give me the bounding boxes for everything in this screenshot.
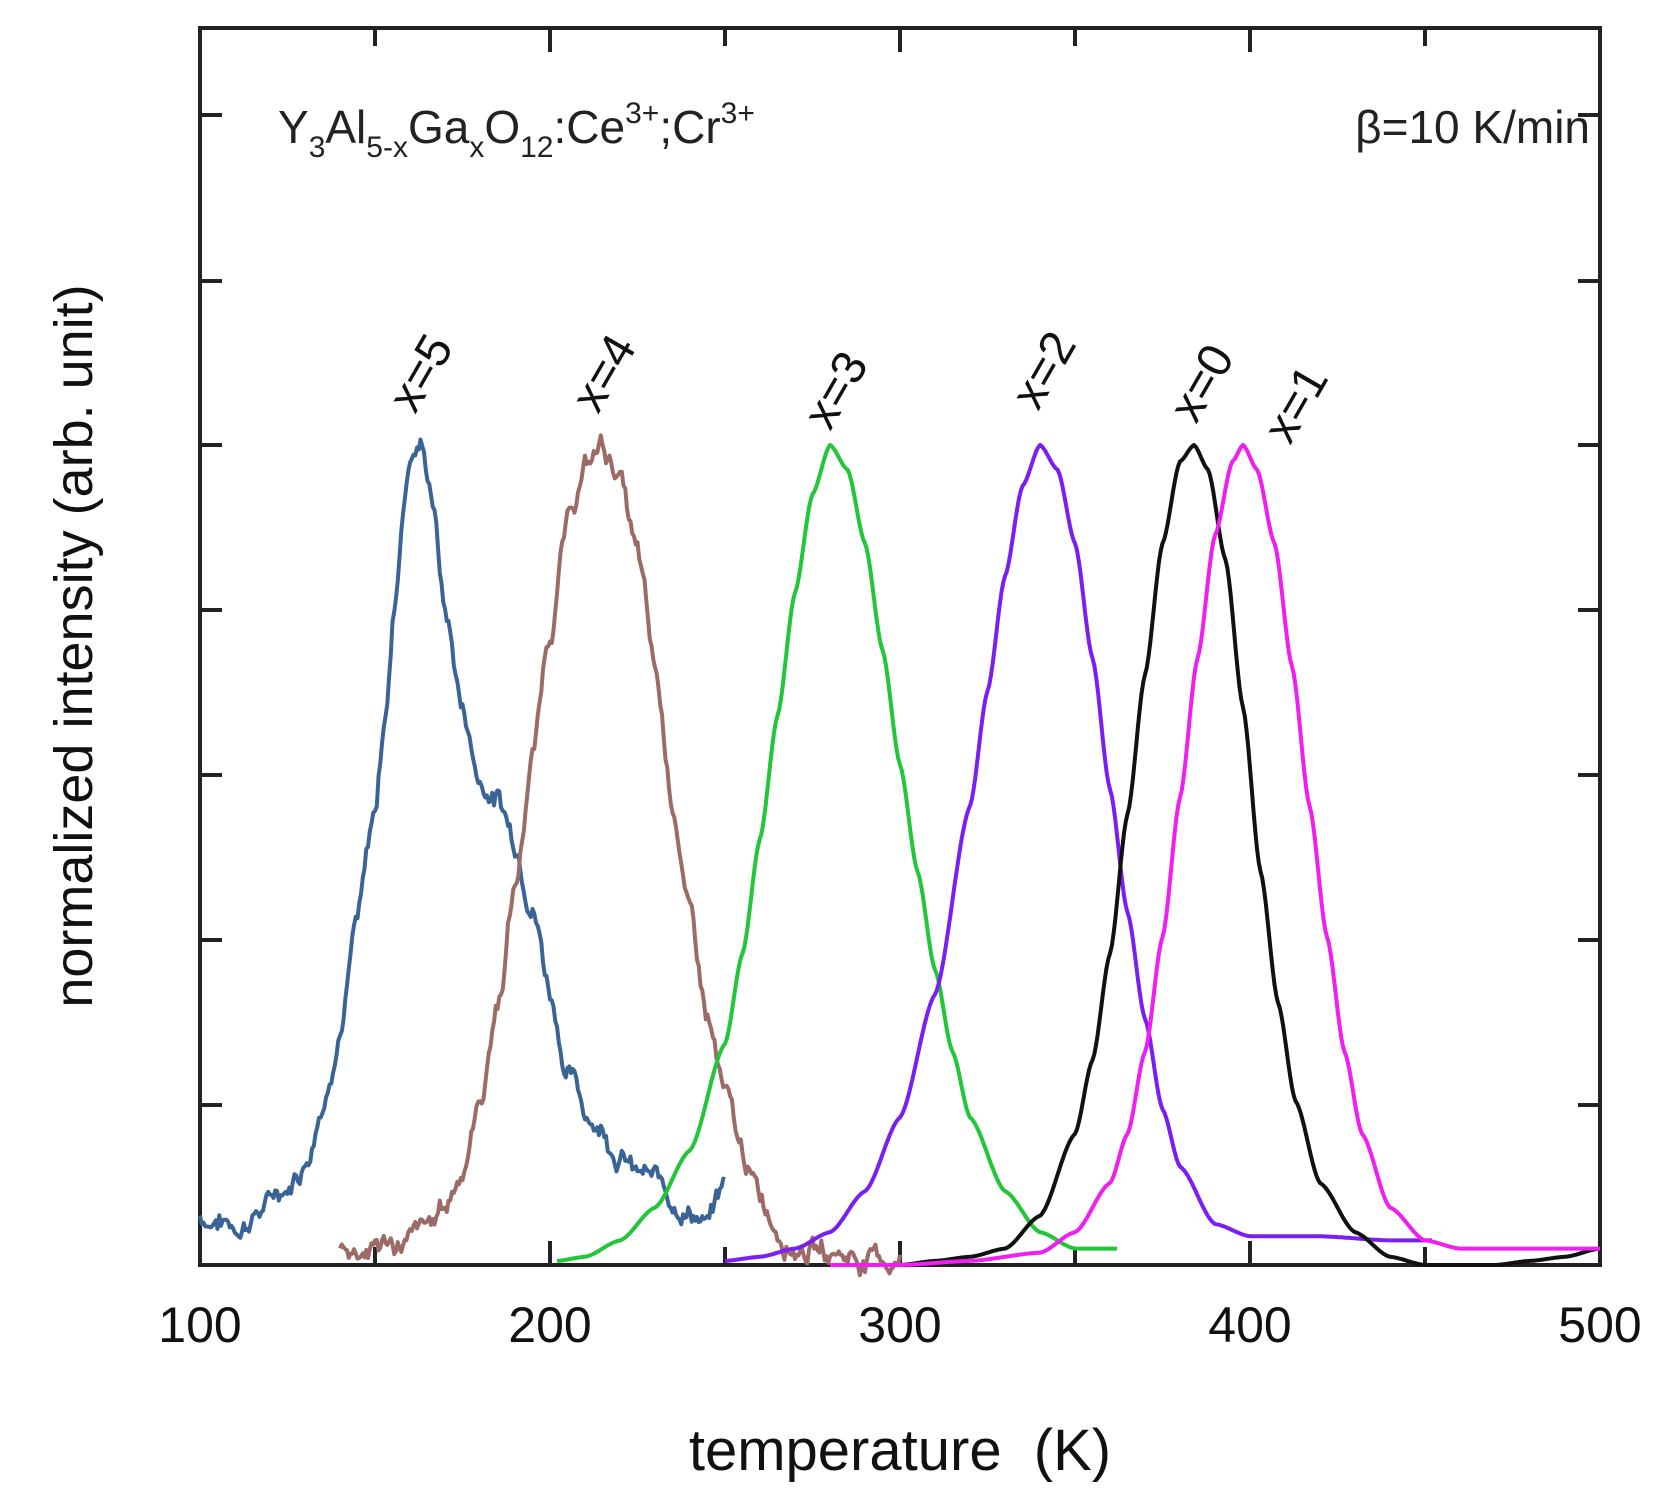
- series-labels: x=5 x=4 x=3 x=2 x=0 x=1: [379, 323, 1339, 452]
- y-axis-label: normalized intensity (arb. unit): [44, 284, 104, 1007]
- plot-frame: [198, 26, 1602, 1267]
- series-x-0: [899, 443, 1601, 1267]
- label-x-3: x=3: [794, 343, 879, 438]
- label-x-2: x=2: [1002, 323, 1087, 418]
- formula-part-9: 3+: [625, 97, 659, 130]
- x-tick-label-500: 500: [1558, 1297, 1641, 1353]
- x-tick-label-100: 100: [158, 1297, 241, 1353]
- label-x-0: x=0: [1160, 336, 1245, 431]
- series-x-4: [338, 433, 902, 1278]
- y-axis-ticks: [200, 113, 1600, 1107]
- series-x-5: [198, 437, 726, 1240]
- label-x-5: x=5: [379, 326, 464, 421]
- formula-part-7: 12: [520, 131, 553, 164]
- composition-annotation: Y3​Al5-x​Gax​O12​:Ce3+​;Cr3+​: [278, 97, 755, 164]
- formula-part-1: 3: [309, 131, 326, 164]
- formula-part-4: Ga: [408, 101, 470, 153]
- series-x-2: [724, 443, 1433, 1263]
- series-layer: [198, 433, 1601, 1278]
- x-axis-label: temperature (K): [689, 1418, 1111, 1483]
- series-x-3: [556, 443, 1118, 1263]
- formula-part-10: ;Cr: [659, 101, 720, 153]
- x-tick-label-300: 300: [858, 1297, 941, 1353]
- formula-part-0: Y: [278, 101, 309, 153]
- x-axis-ticks: 100 200 300 400 500: [158, 28, 1642, 1353]
- label-x-1: x=1: [1254, 357, 1339, 452]
- formula-part-3: 5-x: [366, 131, 408, 164]
- series-x-1: [829, 443, 1601, 1267]
- formula-part-5: x: [469, 131, 484, 164]
- formula-part-2: Al: [325, 101, 366, 153]
- x-tick-label-400: 400: [1208, 1297, 1291, 1353]
- heating-rate-annotation: β=10 K/min: [1355, 101, 1590, 153]
- formula-part-6: O: [484, 101, 520, 153]
- formula-part-11: 3+: [721, 97, 755, 130]
- label-x-4: x=4: [562, 326, 647, 421]
- formula-part-8: :Ce: [554, 101, 626, 153]
- x-tick-label-200: 200: [508, 1297, 591, 1353]
